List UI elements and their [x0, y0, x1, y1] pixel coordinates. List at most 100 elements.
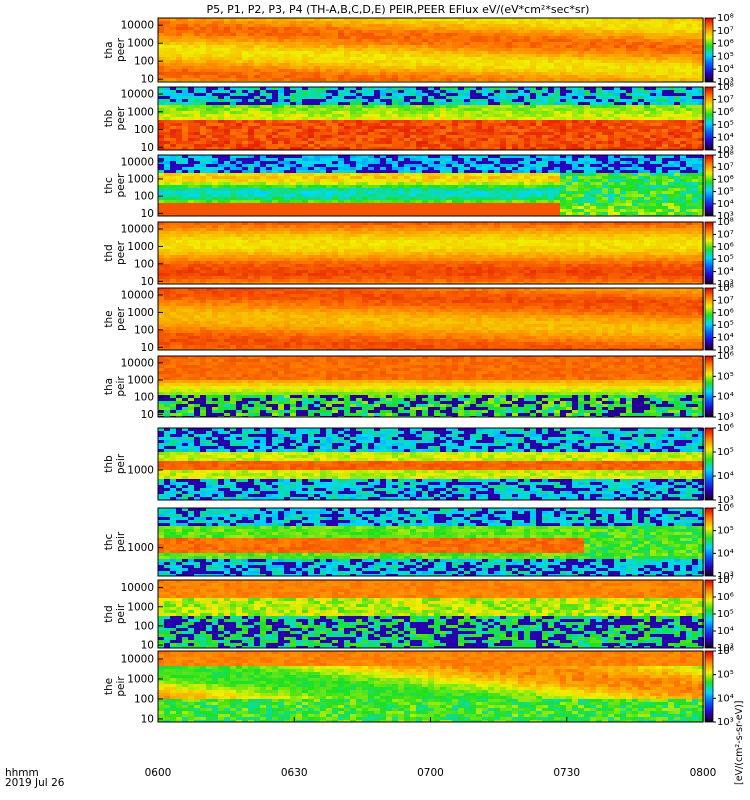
ytick-label: 10 — [141, 276, 154, 288]
panel-ylabel: thb peer — [103, 106, 127, 131]
colorbar-tick-label: 10³ — [717, 643, 734, 654]
colorbar-tick-label: 10⁶ — [717, 646, 734, 657]
ytick-label: 10000 — [121, 223, 154, 235]
instrument-label: peir — [115, 531, 127, 552]
time-axis: hhmm 2019 Jul 26 0600 0630 0700 0730 0800 — [5, 717, 716, 789]
panel-ylabel: thc peer — [103, 173, 127, 198]
time-tick-label: 0800 — [690, 767, 717, 779]
colorbar-tick-label: 10⁷ — [717, 575, 734, 586]
colorbar-tick-label: 10⁸ — [717, 82, 734, 93]
probe-label: tha — [103, 41, 115, 58]
colorbar-tick-label: 10⁵ — [717, 371, 734, 382]
colorbar-tick-label: 10⁵ — [717, 609, 734, 620]
panel-thd-peir: 10 100 1000 10000 thd peir 10³ 10⁴ 10⁵ 10⁶ 10⁷ — [103, 575, 734, 654]
ytick-label: 100 — [134, 620, 154, 632]
colorbar-tick-label: 10⁴ — [717, 626, 734, 637]
ytick-label: 10 — [141, 409, 154, 421]
colorbar-tick-label: 10⁶ — [717, 351, 734, 362]
ytick-label: 1000 — [127, 38, 154, 50]
colorbar-tick-label: 10⁷ — [717, 95, 734, 106]
time-tick-label: 0730 — [553, 767, 580, 779]
colorbar-tick-label: 10⁴ — [717, 392, 734, 403]
colorbar-tick-label: 10⁶ — [717, 308, 734, 319]
ytick-label: 10000 — [121, 289, 154, 301]
panel-ylabel: tha peir — [103, 376, 127, 397]
colorbar-tick-label: 10⁸ — [717, 283, 734, 294]
ytick-label: 100 — [134, 258, 154, 270]
colorbar-tick-label: 10⁴ — [717, 199, 734, 210]
colorbar-tick-label: 10⁷ — [717, 229, 734, 240]
colorbar-tick-label: 10⁸ — [717, 217, 734, 228]
panel-the-peir: 10 100 1000 10000 the peir 10³ 10⁴ 10⁵ 10⁶ — [103, 646, 734, 728]
ytick-label: 10000 — [121, 156, 154, 168]
colorbar: 10³ 10⁴ 10⁵ 10⁶ — [704, 351, 734, 423]
panel-ylabel: the peir — [103, 676, 127, 697]
ytick-label: 10 — [141, 342, 154, 354]
spectrogram-image — [158, 356, 704, 417]
spectrogram-image — [158, 222, 704, 284]
colorbar-tick-label: 10⁵ — [717, 670, 734, 681]
colorbar-tick-label: 10³ — [717, 717, 734, 728]
ytick-label: 100 — [134, 191, 154, 203]
colorbar-tick-label: 10⁶ — [717, 174, 734, 185]
figure-title: P5, P1, P2, P3, P4 (TH-A,B,C,D,E) PEIR,P… — [207, 3, 590, 16]
colorbar-tick-label: 10⁶ — [717, 592, 734, 603]
colorbar-tick-label: 10⁴ — [717, 333, 734, 344]
ytick-label: 10 — [141, 142, 154, 154]
probe-label: thd — [103, 605, 115, 622]
spectrogram-image — [158, 288, 704, 350]
ytick-label: 1000 — [127, 375, 154, 387]
spectrogram-image — [158, 87, 704, 150]
colorbar: 10³ 10⁴ 10⁵ 10⁶ — [704, 503, 734, 582]
colorbar-tick-label: 10⁶ — [717, 107, 734, 118]
colorbar-tick-label: 10⁵ — [717, 254, 734, 265]
colorbar-tick-label: 10⁵ — [717, 120, 734, 131]
colorbar-tick-label: 10⁶ — [717, 39, 734, 50]
colorbar-tick-label: 10⁸ — [717, 13, 734, 24]
ytick-label: 10000 — [121, 653, 154, 665]
ytick-label: 1000 — [127, 307, 154, 319]
colorbar-tick-label: 10⁶ — [717, 423, 734, 434]
probe-label: tha — [103, 378, 115, 395]
colorbar: 10³ 10⁴ 10⁵ 10⁶ 10⁷ — [704, 575, 734, 654]
probe-label: thc — [103, 534, 115, 551]
colorbar-tick-label: 10³ — [717, 279, 734, 290]
colorbar-tick-label: 10⁶ — [717, 242, 734, 253]
probe-label: thd — [103, 244, 115, 261]
panel-ylabel: thd peer — [103, 240, 127, 265]
instrument-label: peir — [115, 376, 127, 397]
spectrogram-image — [158, 651, 704, 722]
instrument-label: peer — [115, 37, 127, 62]
spectrogram-image — [158, 580, 704, 648]
ytick-label: 100 — [134, 324, 154, 336]
ytick-label: 1000 — [127, 174, 154, 186]
colorbar-tick-label: 10⁵ — [717, 320, 734, 331]
instrument-label: peir — [115, 603, 127, 624]
ytick-label: 1000 — [127, 601, 154, 613]
ytick-label: 10000 — [121, 89, 154, 101]
time-tick-label: 0600 — [145, 767, 172, 779]
instrument-label: peer — [115, 240, 127, 265]
panel-ylabel: thb peir — [103, 453, 127, 474]
colorbar-tick-label: 10³ — [717, 77, 734, 88]
probe-label: thb — [103, 455, 115, 473]
panel-ylabel: thc peir — [103, 531, 127, 552]
time-axis-row-label: hhmm — [5, 767, 39, 779]
colorbar-tick-label: 10³ — [717, 145, 734, 156]
colorbar-tick-label: 10³ — [717, 495, 734, 506]
ytick-label: 10 — [141, 713, 154, 725]
spectrogram-image — [158, 428, 704, 500]
ytick-label: 100 — [134, 392, 154, 404]
ytick-label: 100 — [134, 124, 154, 136]
spectrogram-image — [158, 508, 704, 576]
colorbar: 10³ 10⁴ 10⁵ 10⁶ — [704, 646, 734, 728]
